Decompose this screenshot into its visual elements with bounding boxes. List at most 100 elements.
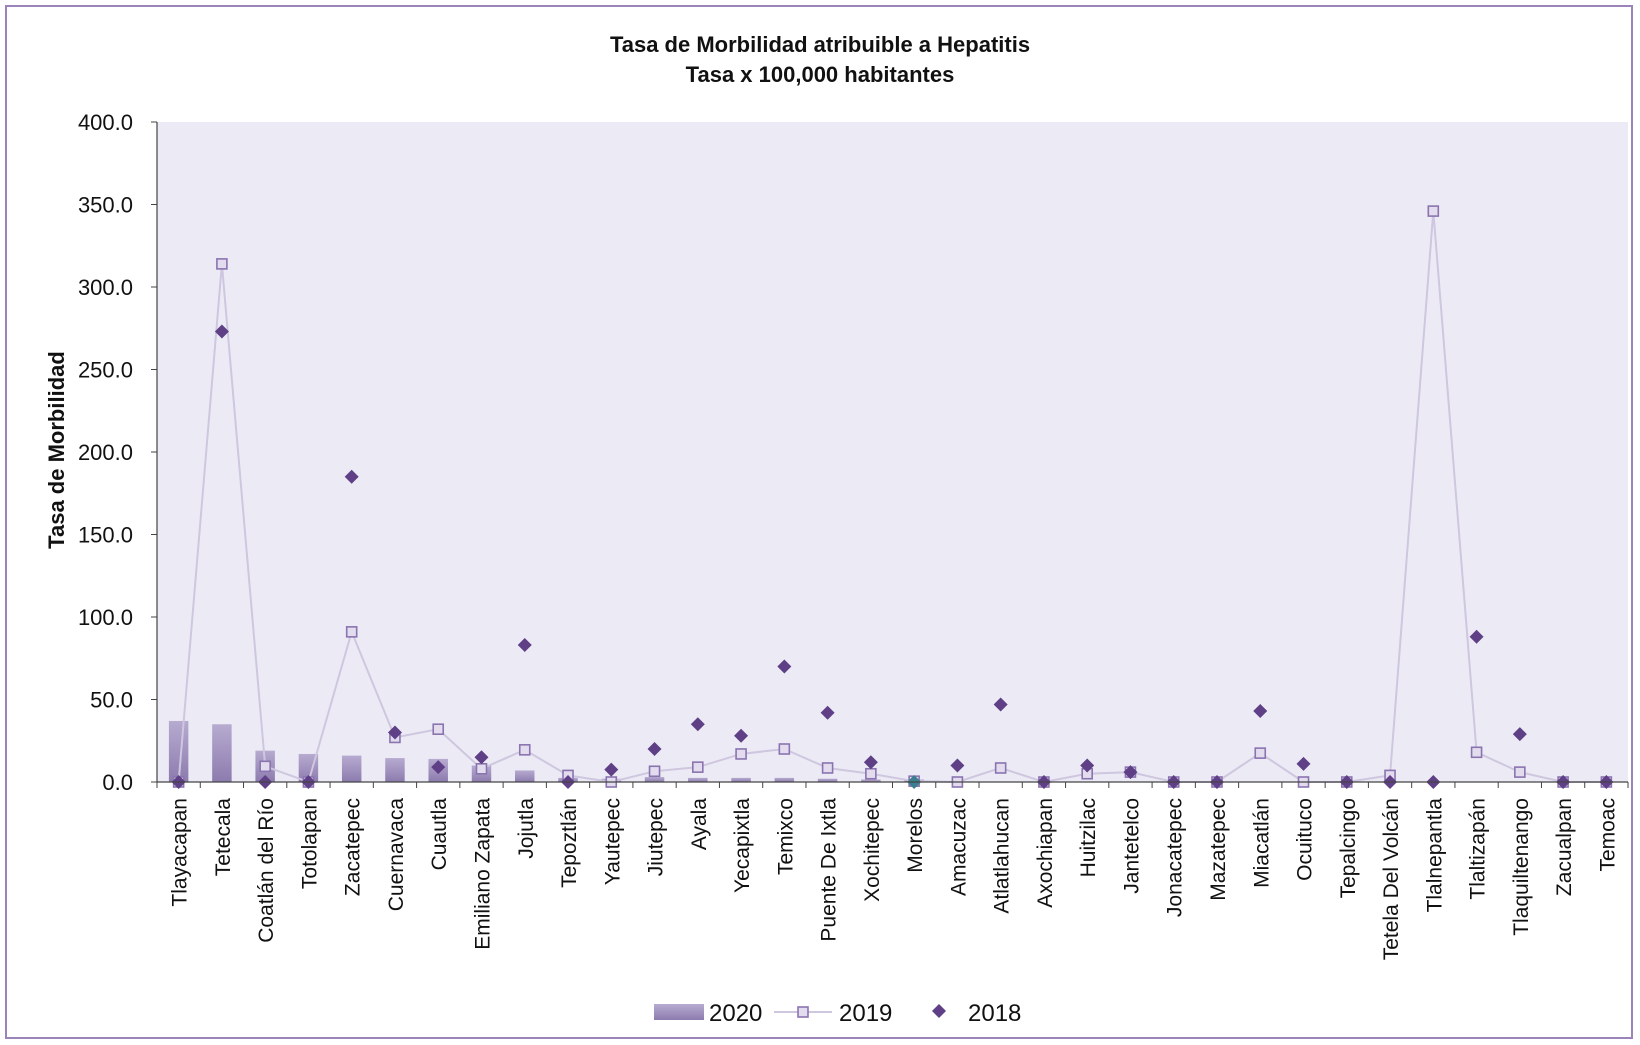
point-2019 [1254, 747, 1267, 759]
legend-label-2020: 2020 [709, 1000, 762, 1027]
bar-2020 [515, 770, 535, 782]
point-2018 [690, 717, 705, 732]
x-category-label: Puente De Ixtla [818, 798, 841, 942]
bar-2020 [731, 777, 751, 782]
x-category-label: Zacatepec [342, 798, 365, 896]
point-2018 [1123, 765, 1138, 780]
x-category-label: Temixco [774, 798, 797, 875]
bar-2020 [774, 777, 795, 782]
bar-series-2020 [168, 720, 924, 782]
x-category-label: Miacatlán [1250, 798, 1273, 888]
bar-2020 [168, 720, 189, 782]
legend-marker-2018 [932, 1004, 946, 1018]
point-2019 [432, 723, 445, 736]
y-tick-label: 100.0 [78, 605, 133, 630]
x-category-label: Ayala [688, 798, 711, 850]
point-2018 [431, 760, 446, 775]
point-2018 [474, 750, 489, 765]
bar-2020 [817, 778, 838, 782]
point-2019 [692, 761, 704, 773]
x-category-label: Emiliano Zapata [471, 798, 494, 950]
point-2018 [777, 659, 792, 674]
point-2019 [735, 748, 747, 760]
x-category-label: Zacualpan [1553, 798, 1576, 896]
plot-area [157, 122, 1628, 782]
y-tick-label: 400.0 [78, 110, 133, 135]
point-2018 [820, 705, 835, 720]
bar-2020 [212, 724, 232, 782]
bar-2020 [861, 779, 881, 782]
point-2019 [1470, 746, 1483, 759]
x-category-label: Tlalnepantla [1423, 798, 1446, 913]
point-2019 [865, 767, 877, 780]
legend-label-2019: 2019 [839, 1000, 892, 1027]
y-axis-ticks: 0.0 50.0 100.0 150.0 200.0 250.0 300.0 350.0 400… [78, 110, 157, 795]
bar-2020 [341, 755, 362, 782]
point-2019 [216, 258, 228, 270]
point-2018 [647, 742, 662, 756]
y-tick-label: 0.0 [102, 770, 133, 795]
point-2019 [648, 765, 661, 778]
y-tick-label: 200.0 [78, 440, 133, 465]
point-2019 [475, 762, 488, 775]
x-category-label: Ocuituco [1294, 798, 1317, 881]
point-2018 [1296, 756, 1311, 771]
x-category-label: Jiutepec [645, 798, 668, 876]
x-category-label: Temoac [1596, 798, 1619, 872]
x-category-label: Tepoztlán [558, 798, 581, 888]
point-2019 [1427, 205, 1440, 217]
x-category-label: Cuautla [428, 798, 451, 871]
x-category-label: Huitzilac [1077, 798, 1100, 877]
point-2018 [1512, 727, 1527, 742]
x-category-label: Mazatepec [1207, 798, 1230, 901]
point-2019 [778, 743, 791, 755]
x-category-label: Totolapan [298, 798, 321, 889]
chart-subtitle: Tasa x 100,000 habitantes [686, 62, 955, 87]
x-category-label: Tlayacapan [169, 798, 192, 907]
y-tick-label: 50.0 [90, 688, 133, 713]
axes [156, 122, 1629, 788]
x-category-label: Tepalcingo [1337, 798, 1360, 898]
point-2019 [518, 744, 531, 756]
scatter-series-2018 [171, 324, 1614, 789]
bar-2020 [298, 753, 319, 782]
x-category-label: Jantetelco [1120, 798, 1143, 894]
point-2018 [950, 758, 965, 773]
x-category-label: Cuernavaca [385, 798, 408, 912]
x-axis-categories: Tlayacapan Tetecala Coatlán del Río Totolap… [169, 798, 1620, 961]
point-2018 [344, 469, 359, 484]
x-category-label: Axochiapan [1034, 798, 1057, 908]
bar-2020 [385, 758, 405, 782]
legend: 2020 2019 2018 [654, 1000, 1021, 1027]
point-2018 [604, 762, 619, 777]
x-category-label: Tlaquiltenango [1510, 798, 1533, 936]
point-2019 [994, 762, 1007, 774]
x-category-label: Atlatlahucan [991, 798, 1014, 914]
point-2019 [345, 626, 358, 638]
y-tick-label: 150.0 [78, 523, 133, 548]
x-category-label: Coatlán del Río [255, 798, 278, 943]
bar-2020 [644, 777, 665, 782]
point-2018 [863, 755, 878, 770]
y-tick-label: 350.0 [78, 193, 133, 218]
point-2018 [387, 725, 402, 740]
point-2018 [993, 697, 1008, 712]
x-category-label: Amacuzac [947, 798, 970, 896]
point-2019 [821, 762, 834, 774]
y-tick-label: 250.0 [78, 358, 133, 383]
x-category-label: Xochitepec [861, 798, 884, 902]
legend-swatch-2020 [654, 1004, 704, 1020]
x-category-label: Yautepec [601, 798, 624, 885]
point-2019 [1514, 766, 1526, 778]
chart-title: Tasa de Morbilidad atribuible a Hepatiti… [610, 32, 1030, 57]
x-category-label: Tlaltizapán [1467, 798, 1490, 900]
point-2018 [1253, 704, 1268, 719]
legend-label-2018: 2018 [968, 1000, 1021, 1027]
x-category-label: Tetela Del Volcán [1380, 798, 1403, 960]
bar-2020 [688, 777, 708, 782]
point-2018 [517, 638, 532, 653]
y-axis-label: Tasa de Morbilidad [44, 351, 69, 549]
point-2018 [734, 728, 749, 743]
point-2018 [1469, 629, 1484, 644]
